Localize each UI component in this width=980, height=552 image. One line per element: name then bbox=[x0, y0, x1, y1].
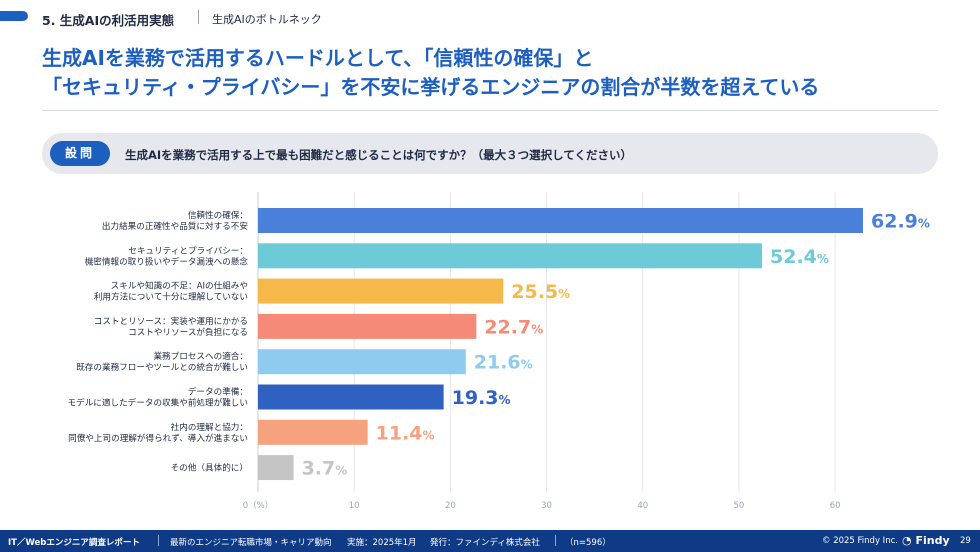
bar bbox=[258, 455, 294, 481]
footer-divider bbox=[555, 535, 556, 546]
category-label-line: 信頼性の確保： bbox=[188, 209, 248, 221]
data-label: 25.5% bbox=[511, 281, 570, 303]
footer-divider bbox=[158, 535, 159, 546]
footer-copyright: © 2025 Findy Inc. bbox=[822, 536, 898, 546]
category-label-line: その他（具体的に） bbox=[171, 462, 248, 474]
data-label-value: 11.4 bbox=[376, 422, 423, 444]
data-label: 22.7% bbox=[484, 316, 543, 338]
footer-conducted: 実施：2025年1月 bbox=[347, 538, 417, 548]
headline-divider bbox=[42, 110, 938, 111]
category-label-line: セキュリティとプライバシー： bbox=[128, 245, 248, 256]
category-label-line: モデルに適したデータの収集や前処理が難しい bbox=[68, 397, 248, 409]
x-tick-label: 10 bbox=[349, 501, 360, 511]
headline-line-2: 「セキュリティ・プライバシー」を不安に挙げるエンジニアの割合が半数を超えている bbox=[42, 75, 820, 99]
question-banner bbox=[42, 133, 938, 174]
category-label-line: 出力結果の正確性や品質に対する不安 bbox=[102, 220, 249, 232]
category-label-line: 同僚や上司の理解が得られず、導入が進まない bbox=[68, 432, 248, 444]
x-tick-label: 30 bbox=[541, 501, 552, 511]
category-label: その他（具体的に） bbox=[171, 462, 248, 474]
category-label: データの準備：モデルに適したデータの収集や前処理が難しい bbox=[68, 386, 248, 409]
category-label-line: 機密情報の取り扱いやデータ漏洩への懸念 bbox=[85, 255, 249, 267]
category-label: 社内の理解と協力：同僚や上司の理解が得られず、導入が進まない bbox=[68, 421, 248, 444]
data-label-unit: % bbox=[335, 464, 347, 478]
footer-report-title: IT／Webエンジニア調査レポート bbox=[8, 538, 140, 548]
data-label-unit: % bbox=[817, 252, 829, 266]
data-label-unit: % bbox=[423, 428, 435, 442]
findy-logo: ◔ Findy bbox=[902, 534, 950, 547]
footer-sample-size: （n=596） bbox=[565, 538, 611, 548]
category-label: 業務プロセスへの適合：既存の業務フローやツールとの統合が難しい bbox=[76, 350, 248, 373]
page-number: 29 bbox=[960, 536, 971, 546]
bar bbox=[258, 349, 466, 375]
data-label-value: 52.4 bbox=[770, 246, 817, 268]
bar bbox=[258, 384, 444, 410]
bar bbox=[258, 208, 863, 233]
footer-subtitle: 最新のエンジニア転職市場・キャリア動向 bbox=[170, 538, 332, 548]
category-label-line: 業務プロセスへの適合： bbox=[153, 350, 248, 362]
x-tick-label: 60 bbox=[830, 501, 841, 511]
category-label-line: コストやリソースが負担になる bbox=[128, 326, 248, 338]
question-pill: 設問 bbox=[50, 141, 110, 166]
data-label: 62.9% bbox=[871, 211, 930, 233]
x-tick-label: 50 bbox=[734, 501, 745, 511]
footer-publisher: 発行：ファインディ株式会社 bbox=[430, 538, 540, 548]
question-text: 生成AIを業務で活用する上で最も困難だと感じることは何ですか？（最大３つ選択して… bbox=[125, 148, 632, 162]
findy-logo-icon: ◔ bbox=[902, 534, 912, 547]
section-subtitle: 生成AIのボトルネック bbox=[212, 13, 322, 26]
data-label: 19.3% bbox=[452, 387, 511, 409]
category-label-line: 社内の理解と協力： bbox=[171, 421, 248, 433]
bar bbox=[258, 278, 504, 304]
data-label-value: 19.3 bbox=[452, 387, 499, 409]
data-label-unit: % bbox=[918, 217, 930, 231]
category-label-line: スキルや知識の不足：AIの仕組みや bbox=[111, 280, 248, 292]
section-label: 5. 生成AIの利活用実態 bbox=[42, 13, 175, 28]
data-label: 21.6% bbox=[474, 352, 533, 374]
data-label: 52.4% bbox=[770, 246, 829, 268]
category-label: 信頼性の確保：出力結果の正確性や品質に対する不安 bbox=[102, 209, 249, 232]
data-label: 3.7% bbox=[302, 458, 348, 480]
category-label-line: コストとリソース：実装や運用にかかる bbox=[94, 315, 248, 327]
category-label: スキルや知識の不足：AIの仕組みや利用方法について十分に理解していない bbox=[94, 280, 248, 303]
category-label-line: データの準備： bbox=[188, 386, 248, 398]
data-label-value: 3.7 bbox=[302, 458, 336, 480]
headline-line-1: 生成AIを業務で活用するハードルとして、「信頼性の確保」と bbox=[42, 46, 594, 70]
x-tick-label: 20 bbox=[445, 501, 456, 511]
data-label-value: 21.6 bbox=[474, 352, 521, 374]
footer-bar: IT／Webエンジニア調査レポート 最新のエンジニア転職市場・キャリア動向 実施… bbox=[0, 530, 980, 552]
bar bbox=[258, 243, 763, 269]
data-label-value: 22.7 bbox=[484, 316, 531, 338]
section-accent-bar bbox=[0, 11, 28, 21]
data-label-unit: % bbox=[499, 393, 511, 407]
data-label-value: 25.5 bbox=[511, 281, 558, 303]
bar bbox=[258, 419, 368, 445]
x-tick-label: 40 bbox=[637, 501, 648, 511]
data-label-unit: % bbox=[558, 287, 570, 301]
page-headline: 生成AIを業務で活用するハードルとして、「信頼性の確保」と 「セキュリティ・プラ… bbox=[42, 44, 942, 102]
data-label-unit: % bbox=[531, 322, 543, 336]
data-label-unit: % bbox=[521, 358, 533, 372]
data-label-value: 62.9 bbox=[871, 211, 918, 233]
category-label-line: 既存の業務フローやツールとの統合が難しい bbox=[76, 361, 248, 373]
data-label: 11.4% bbox=[376, 422, 435, 444]
category-label: コストとリソース：実装や運用にかかるコストやリソースが負担になる bbox=[94, 315, 248, 338]
bar bbox=[258, 313, 477, 339]
section-divider bbox=[198, 10, 199, 24]
category-label-line: 利用方法について十分に理解していない bbox=[94, 291, 248, 303]
x-tick-label: 0（%） bbox=[243, 500, 274, 511]
category-label: セキュリティとプライバシー：機密情報の取り扱いやデータ漏洩への懸念 bbox=[85, 245, 249, 267]
findy-logo-text: Findy bbox=[915, 534, 950, 547]
